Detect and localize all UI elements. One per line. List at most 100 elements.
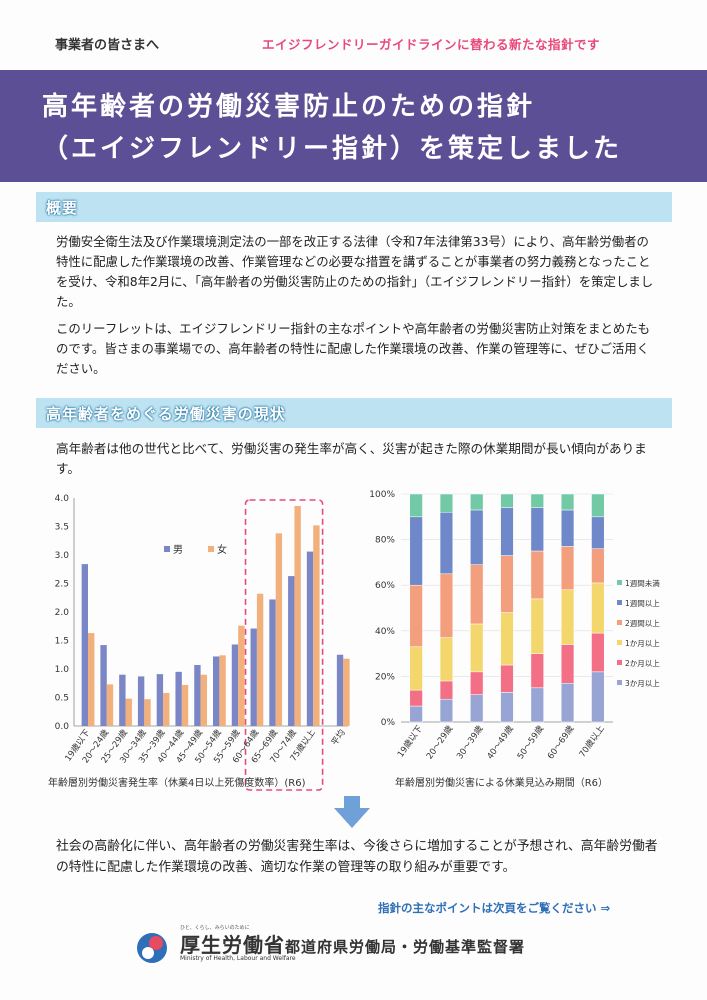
bar-女 — [294, 505, 301, 726]
y-tick-label: 2.5 — [55, 580, 69, 590]
ministry-motto: ひと、くらし、みらいのために — [180, 925, 250, 931]
stack-segment-3か月以上 — [409, 705, 423, 723]
stack-segment-1週間以上 — [591, 516, 605, 549]
bar-女 — [125, 698, 132, 726]
stack-segment-1週間未満 — [439, 493, 454, 513]
bar-男 — [250, 628, 257, 726]
stack-segment-1週間未満 — [530, 493, 544, 508]
section-heading-overview-label: 概要 — [46, 199, 79, 217]
x-tick-label: 70歳以上 — [577, 723, 607, 759]
ministry-logo-icon — [137, 933, 167, 963]
highlight-box — [244, 499, 324, 791]
section-heading-current-state: 高年齢者をめぐる労働災害の現状 — [36, 398, 672, 428]
chart-title: 年齢層別労働災害発生率（休業4日以上死傷度数率）(R6) — [48, 776, 306, 789]
x-tick-label: 20～29歳 — [424, 723, 455, 761]
bar-女 — [343, 658, 350, 726]
bar-男 — [194, 665, 201, 726]
stack-segment-1か月以上 — [439, 637, 454, 682]
bar-男 — [100, 645, 107, 726]
y-tick-label: 0.0 — [55, 722, 70, 732]
stack-segment-2週間以上 — [439, 573, 454, 638]
stack-segment-3か月以上 — [530, 687, 544, 723]
stack-segment-1週間未満 — [409, 493, 423, 518]
legend-swatch — [208, 546, 214, 552]
bar-女 — [200, 674, 207, 726]
ministry-name: 厚生労働省 — [180, 933, 285, 957]
stack-segment-1か月以上 — [409, 646, 423, 691]
stack-segment-3か月以上 — [439, 698, 454, 723]
bar-女 — [238, 625, 245, 726]
title-line-2: （エイジフレンドリー指針）を策定しました — [42, 134, 623, 164]
leave-duration-chart: 0% 20% 40% 60% 80% 100% 19歳以下 20～29歳 30～39歳 40～49… — [369, 490, 660, 789]
y-tick-label: 80% — [375, 536, 395, 546]
bar-女 — [163, 692, 170, 726]
legend-label: 1か月以上 — [625, 639, 660, 648]
legend-label: 3か月以上 — [625, 679, 660, 688]
stack-segment-2週間以上 — [591, 548, 605, 584]
x-tick-label: 40～49歳 — [485, 723, 516, 761]
y-tick-label: 60% — [375, 581, 395, 591]
stack-segment-2週間以上 — [409, 584, 423, 648]
bar-男 — [269, 599, 276, 726]
stack-segment-2か月以上 — [409, 689, 423, 707]
bar-女 — [88, 633, 95, 726]
bar-男 — [288, 576, 295, 726]
bar-男 — [306, 551, 314, 726]
stack-segment-1か月以上 — [530, 598, 544, 654]
y-tick-label: 1.0 — [55, 665, 70, 675]
title-banner: 高年齢者の労働災害防止のための指針 （エイジフレンドリー指針）を策定しました — [0, 70, 707, 182]
y-tick-label: 1.5 — [55, 637, 69, 647]
stack-segment-1か月以上 — [560, 589, 575, 645]
y-tick-label: 2.0 — [55, 608, 70, 618]
y-tick-label: 20% — [375, 672, 395, 682]
stack-segment-1か月以上 — [470, 623, 484, 673]
stack-segment-1週間以上 — [500, 507, 514, 556]
section-heading-overview: 概要 — [36, 192, 672, 222]
legend-label: 1週間未満 — [625, 578, 660, 588]
y-tick-label: 0.5 — [55, 694, 69, 704]
legend-swatch — [617, 640, 622, 645]
legend-label: 男 — [173, 544, 183, 556]
legend-swatch — [617, 600, 622, 605]
y-tick-label: 3.5 — [55, 523, 69, 533]
stack-segment-1週間以上 — [470, 509, 484, 565]
x-tick-label: 60～69歳 — [545, 723, 576, 761]
stack-segment-1週間未満 — [470, 493, 484, 511]
x-tick-label: 19歳以下 — [395, 723, 425, 759]
stack-segment-2か月以上 — [439, 680, 454, 700]
conclusion-paragraph: 社会の高齢化に伴い、高年齢者の労働災害発生率は、今後さらに増加することが予想され… — [56, 839, 658, 875]
stack-segment-3か月以上 — [560, 682, 575, 723]
y-tick-label: 0% — [381, 718, 396, 728]
stack-segment-2か月以上 — [530, 653, 544, 689]
x-tick-label: 平均 — [329, 727, 348, 747]
stack-segment-1週間以上 — [530, 507, 544, 552]
bar-男 — [336, 654, 344, 726]
audience-label: 事業者の皆さまへ — [55, 38, 160, 53]
bar-男 — [175, 671, 182, 726]
bar-男 — [231, 644, 239, 726]
tagline: エイジフレンドリーガイドラインに替わる新たな指針です — [262, 37, 601, 52]
y-tick-label: 100% — [369, 490, 395, 500]
stack-segment-2週間以上 — [500, 555, 514, 613]
stack-segment-3か月以上 — [500, 692, 514, 723]
y-tick-label: 4.0 — [55, 494, 70, 504]
bar-女 — [313, 525, 320, 726]
legend-label: 1週間以上 — [625, 599, 660, 608]
issuer-name: 都道府県労働局・労働基準監督署 — [285, 938, 526, 956]
bar-女 — [144, 699, 151, 726]
stack-segment-2か月以上 — [500, 664, 514, 693]
bar-男 — [81, 564, 89, 726]
stack-segment-2週間以上 — [470, 564, 484, 625]
stack-segment-1週間未満 — [560, 493, 575, 511]
legend-label: 女 — [217, 543, 227, 556]
bar-男 — [213, 656, 220, 726]
accident-rate-chart: 0.00.51.01.52.02.53.03.54.019歳以下20～24歳25… — [48, 494, 350, 791]
legend-swatch — [617, 620, 622, 625]
stack-segment-1か月以上 — [500, 612, 514, 666]
overview-paragraph-2: このリーフレットは、エイジフレンドリー指針の主なポイントや高年齢者の労働災害防止… — [56, 321, 651, 376]
current-state-paragraph: 高年齢者は他の世代と比べて、労働災害の発生率が高く、災害が起きた際の休業期間が長… — [56, 441, 647, 476]
stack-segment-1週間以上 — [560, 509, 575, 547]
y-tick-label: 40% — [375, 627, 395, 637]
stack-segment-3か月以上 — [470, 694, 484, 723]
legend-swatch — [617, 680, 622, 685]
